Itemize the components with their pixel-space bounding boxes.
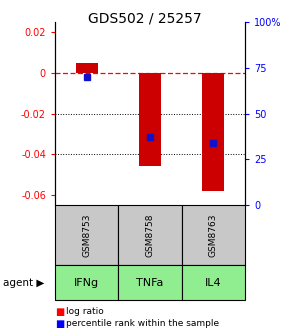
Bar: [55, 265, 118, 300]
Bar: [182, 205, 245, 265]
Bar: [182, 265, 245, 300]
Text: GSM8758: GSM8758: [146, 213, 155, 257]
Text: percentile rank within the sample: percentile rank within the sample: [66, 320, 219, 329]
Bar: [118, 205, 182, 265]
Bar: [55, 205, 118, 265]
Text: GDS502 / 25257: GDS502 / 25257: [88, 12, 202, 26]
Text: log ratio: log ratio: [66, 307, 104, 317]
Bar: [118, 265, 182, 300]
Bar: [202, 73, 224, 191]
Bar: [139, 73, 161, 166]
Bar: [76, 63, 98, 73]
Text: agent ▶: agent ▶: [3, 278, 44, 288]
Text: IFNg: IFNg: [74, 278, 99, 288]
Text: ■: ■: [55, 319, 64, 329]
Text: GSM8763: GSM8763: [209, 213, 218, 257]
Text: IL4: IL4: [205, 278, 222, 288]
Text: ■: ■: [55, 307, 64, 317]
Text: GSM8753: GSM8753: [82, 213, 91, 257]
Text: TNFa: TNFa: [136, 278, 164, 288]
